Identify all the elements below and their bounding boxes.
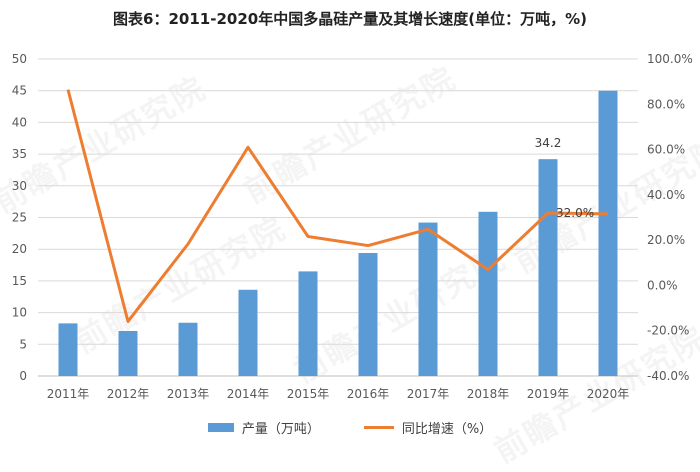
x-tick-label: 2014年 — [227, 387, 270, 401]
x-tick-label: 2015年 — [287, 387, 330, 401]
x-tick-label: 2020年 — [587, 387, 630, 401]
x-tick-label: 2013年 — [167, 387, 210, 401]
legend: 产量（万吨） 同比增速（%） — [0, 418, 700, 437]
x-tick-label: 2011年 — [47, 387, 90, 401]
legend-label-production: 产量（万吨） — [242, 418, 320, 437]
legend-item-production: 产量（万吨） — [208, 418, 320, 437]
x-tick-label: 2017年 — [407, 387, 450, 401]
y-left-tick-label: 20 — [12, 242, 27, 256]
y-right-tick-label: -40.0% — [647, 369, 689, 383]
y-left-tick-label: 25 — [12, 211, 27, 225]
bar — [299, 271, 318, 376]
x-tick-label: 2012年 — [107, 387, 150, 401]
bar — [179, 323, 198, 376]
bar — [419, 223, 438, 376]
y-left-tick-label: 0 — [19, 369, 27, 383]
legend-item-growth: 同比增速（%） — [364, 418, 492, 437]
chart-frame: 图表6：2011-2020年中国多晶硅产量及其增长速度(单位：万吨，%) 前瞻产… — [0, 0, 700, 462]
y-left-tick-label: 50 — [12, 52, 27, 66]
y-right-tick-label: 80.0% — [647, 97, 685, 111]
y-left-tick-label: 30 — [12, 179, 27, 193]
y-right-tick-label: 40.0% — [647, 188, 685, 202]
y-left-tick-label: 15 — [12, 274, 27, 288]
bar — [539, 159, 558, 376]
y-left-tick-label: 45 — [12, 84, 27, 98]
legend-bar-swatch — [208, 423, 234, 432]
combo-chart: 0 5 10 15 20 25 30 35 40 45 50 -40.0% -20.0% 0.0% 20.0… — [0, 0, 700, 462]
legend-line-swatch — [364, 426, 394, 429]
y-right-tick-label: 100.0% — [647, 52, 693, 66]
x-tick-label: 2016年 — [347, 387, 390, 401]
x-tick-label: 2019年 — [527, 387, 570, 401]
bar — [599, 91, 618, 376]
bar — [239, 290, 258, 376]
bar — [479, 212, 498, 376]
bar — [119, 331, 138, 376]
y-right-tick-label: 0.0% — [647, 278, 678, 292]
line-data-label: 32.0% — [556, 206, 594, 220]
y-left-tick-label: 5 — [19, 337, 27, 351]
bar — [359, 253, 378, 376]
y-left-tick-label: 35 — [12, 147, 27, 161]
y-right-tick-label: -20.0% — [647, 324, 689, 338]
y-right-tick-label: 20.0% — [647, 233, 685, 247]
y-left-tick-label: 10 — [12, 306, 27, 320]
legend-label-growth: 同比增速（%） — [402, 418, 492, 437]
bar — [59, 323, 78, 376]
bar-data-label: 34.2 — [535, 136, 562, 150]
growth-line — [68, 90, 608, 322]
x-tick-label: 2018年 — [467, 387, 510, 401]
y-right-tick-label: 60.0% — [647, 143, 685, 157]
y-left-tick-label: 40 — [12, 115, 27, 129]
